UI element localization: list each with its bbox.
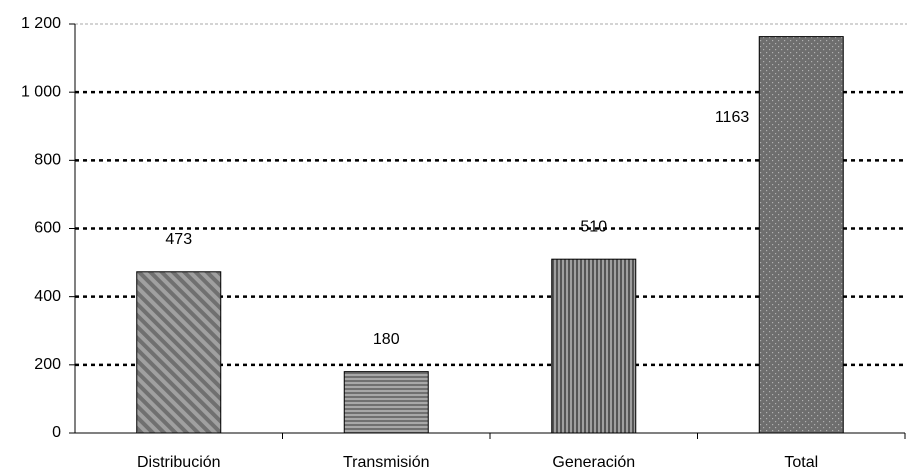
y-tick-label: 0 bbox=[52, 424, 61, 441]
y-tick-label: 1 000 bbox=[21, 83, 61, 100]
x-tick-label: Generación bbox=[552, 454, 635, 470]
x-tick-label: Distribución bbox=[137, 454, 221, 470]
data-label: 180 bbox=[373, 331, 400, 348]
y-tick-label: 1 200 bbox=[21, 15, 61, 32]
bar bbox=[551, 258, 637, 434]
y-tick-label: 600 bbox=[34, 220, 61, 237]
x-tick-label: Total bbox=[784, 454, 818, 470]
bar bbox=[343, 371, 429, 434]
data-label: 473 bbox=[165, 231, 192, 248]
bar bbox=[758, 36, 844, 434]
x-tick-label: Transmisión bbox=[343, 454, 430, 470]
bar bbox=[136, 271, 222, 434]
y-tick-label: 800 bbox=[34, 152, 61, 169]
y-tick-label: 400 bbox=[34, 288, 61, 305]
data-label: 1163 bbox=[715, 109, 750, 126]
y-tick-label: 200 bbox=[34, 356, 61, 373]
data-label: 510 bbox=[580, 218, 607, 235]
